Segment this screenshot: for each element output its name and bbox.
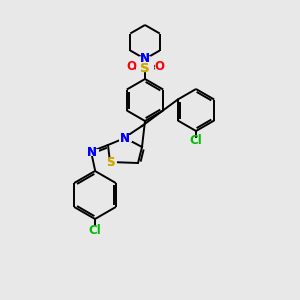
Text: S: S: [140, 61, 150, 74]
Text: N: N: [87, 146, 97, 158]
Text: N: N: [120, 131, 130, 145]
Text: S: S: [106, 155, 114, 169]
Text: O: O: [126, 61, 136, 74]
Text: N: N: [140, 52, 150, 65]
Text: O: O: [154, 61, 164, 74]
Text: N: N: [120, 131, 130, 145]
Text: N: N: [87, 146, 97, 158]
Text: Cl: Cl: [190, 134, 202, 148]
Text: Cl: Cl: [88, 224, 101, 236]
Text: N: N: [140, 52, 150, 65]
Text: S: S: [106, 155, 114, 169]
Text: S: S: [140, 61, 150, 74]
